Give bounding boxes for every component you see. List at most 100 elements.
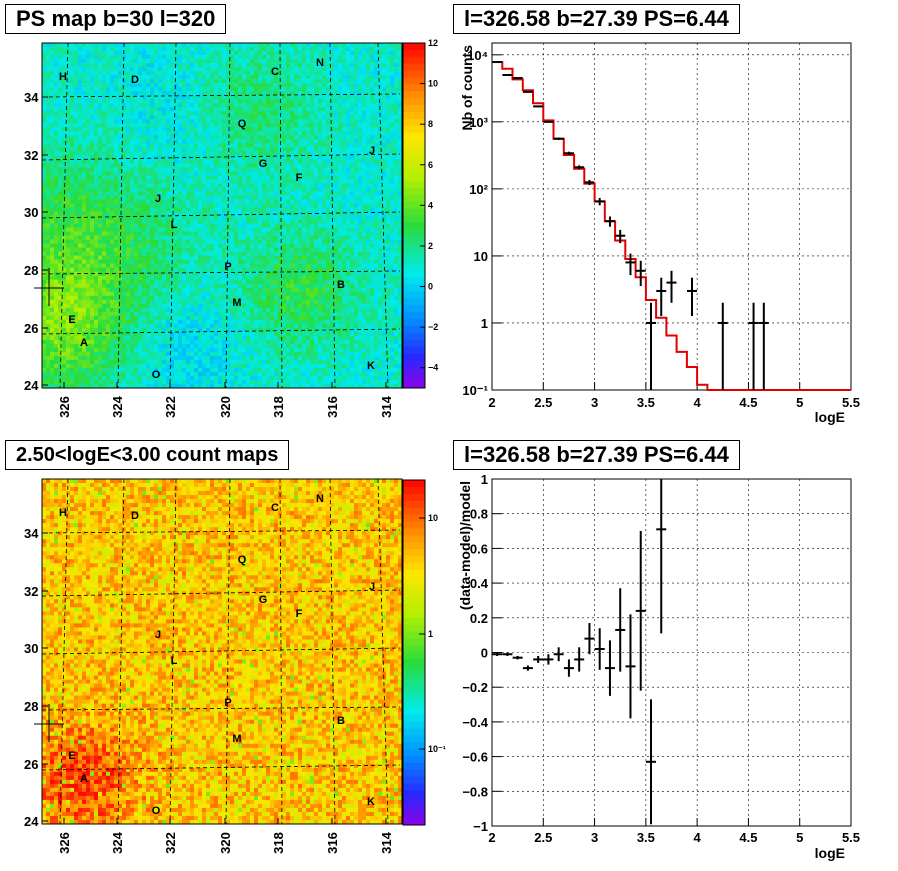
data-point: [666, 270, 677, 303]
y-tick-label: 30: [24, 641, 38, 656]
colorbar-frame: [402, 479, 426, 826]
residual-point: [656, 479, 667, 634]
x-tick-label: 318: [271, 832, 286, 854]
y-tick-label: −0.6: [462, 750, 488, 765]
latitude-gridline: [41, 764, 401, 771]
y-tick-label: −0.4: [462, 715, 488, 730]
residual-point: [635, 531, 646, 691]
longitude-gridline: [279, 478, 283, 825]
longitude-gridline: [329, 478, 336, 825]
source-label-e: E: [68, 750, 75, 762]
colorbar-tick-label: 4: [428, 200, 433, 210]
model-histogram: [492, 61, 851, 391]
residual-point: [512, 655, 523, 660]
source-label-k: K: [367, 360, 375, 372]
y-tick-label: 1: [481, 472, 488, 487]
data-point: [748, 302, 759, 390]
data-point: [687, 277, 698, 317]
data-point: [645, 302, 656, 390]
ps-map-title: PS map b=30 l=320: [5, 4, 227, 34]
source-label-h: H: [59, 71, 67, 83]
longitude-gridline: [117, 42, 125, 389]
data-point: [635, 260, 646, 287]
colorbar-tick-label: 2: [428, 241, 433, 251]
source-label-c: C: [271, 502, 279, 514]
source-label-j1: J: [155, 629, 161, 641]
longitude-gridline: [169, 42, 177, 389]
residual-point: [615, 588, 626, 672]
x-tick-label: 4: [694, 830, 702, 845]
y-tick-label: 0.8: [470, 507, 488, 522]
source-label-f: F: [296, 608, 303, 620]
source-label-g: G: [259, 594, 268, 606]
y-axis-label: (data-model)/model: [457, 481, 473, 610]
colorbar-tick-label: 12: [428, 38, 438, 48]
y-tick-label: 34: [24, 90, 39, 105]
y-tick-label: 0.4: [470, 576, 489, 591]
source-label-a: A: [80, 773, 88, 785]
count-map-title: 2.50<logE<3.00 count maps: [5, 440, 290, 470]
y-tick-label: 0.2: [470, 611, 488, 626]
y-tick-label: 26: [24, 321, 38, 336]
source-label-j2: J: [369, 145, 375, 157]
longitude-gridline: [59, 478, 69, 825]
source-label-p: P: [224, 697, 231, 709]
data-point: [584, 179, 595, 186]
residual-point: [594, 628, 605, 670]
colorbar-ps: [403, 43, 425, 389]
x-tick-label: 322: [163, 396, 178, 418]
y-tick-label: −0.2: [462, 680, 488, 695]
source-label-p: P: [224, 261, 231, 273]
data-point: [758, 302, 769, 390]
source-label-m: M: [232, 297, 241, 309]
latitude-gridline: [41, 270, 401, 275]
colorbar-tick-label: −4: [428, 363, 438, 373]
latitude-gridline: [41, 153, 401, 161]
colorbar-tick-label: 10⁻¹: [428, 744, 446, 754]
source-label-f: F: [296, 172, 303, 184]
map-frame: [41, 42, 403, 389]
x-tick-label: 5.5: [842, 395, 860, 410]
y-tick-label: 28: [24, 263, 38, 278]
longitude-gridline: [169, 478, 177, 825]
data-point: [604, 216, 615, 227]
sky-map-1: [41, 42, 403, 389]
residual-point: [604, 640, 615, 696]
source-label-j2: J: [369, 581, 375, 593]
y-tick-label: 34: [24, 526, 39, 541]
x-tick-label: 316: [325, 396, 340, 418]
longitude-gridline: [279, 42, 283, 389]
data-point: [543, 120, 554, 123]
y-tick-label: 32: [24, 584, 38, 599]
source-label-h: H: [59, 507, 67, 519]
data-point: [522, 90, 533, 93]
x-tick-label: 4: [694, 395, 702, 410]
x-tick-label: 3.5: [637, 395, 655, 410]
data-point: [574, 165, 585, 170]
latitude-gridline: [41, 93, 401, 98]
longitude-gridline: [117, 478, 125, 825]
latitude-gridline: [41, 647, 401, 655]
latitude-gridline: [41, 706, 401, 711]
colorbar-tick-label: 10: [428, 79, 438, 89]
source-label-j1: J: [155, 193, 161, 205]
data-point: [615, 229, 626, 244]
x-tick-label: 2: [488, 395, 495, 410]
x-tick-label: 326: [57, 832, 72, 854]
y-tick-label: −1: [473, 819, 488, 834]
x-tick-label: 3: [591, 830, 598, 845]
x-tick-label: 3: [591, 395, 598, 410]
x-tick-label: 5: [796, 395, 803, 410]
source-label-b: B: [337, 279, 345, 291]
x-tick-label: 5.5: [842, 830, 860, 845]
data-point: [512, 77, 523, 80]
residual-point: [574, 647, 585, 672]
source-label-q: Q: [238, 118, 247, 130]
source-label-k: K: [367, 796, 375, 808]
colorbar-frame: [402, 42, 426, 389]
x-tick-label: 4.5: [739, 395, 757, 410]
data-point: [533, 105, 544, 108]
data-point: [656, 277, 667, 317]
x-tick-label: 3.5: [637, 830, 655, 845]
